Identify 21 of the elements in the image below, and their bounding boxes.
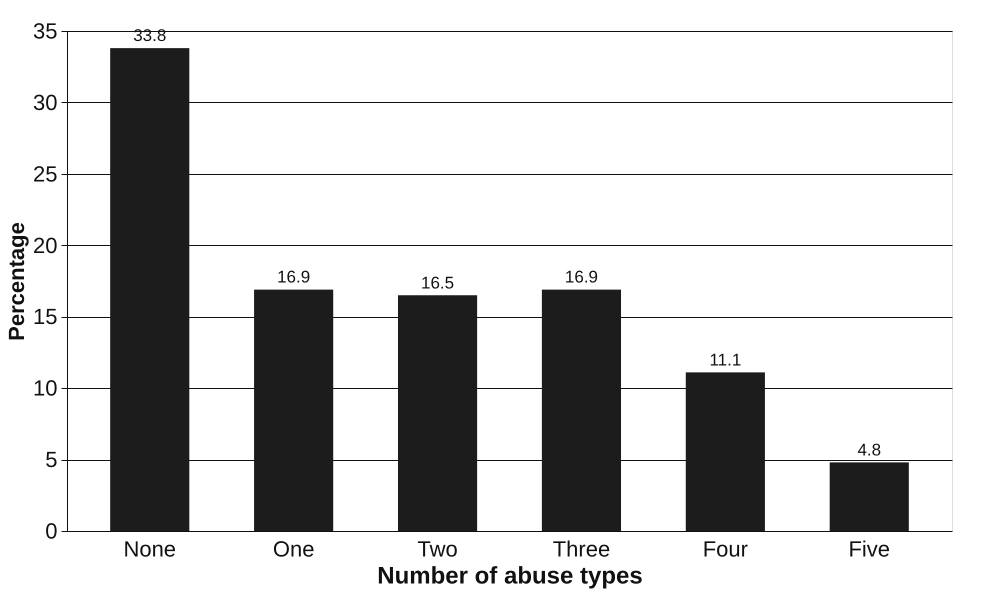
x-tick-label: One bbox=[272, 536, 314, 562]
data-label: 16.9 bbox=[277, 268, 310, 287]
data-label: 16.9 bbox=[564, 268, 598, 287]
x-tick-label: None bbox=[123, 536, 176, 562]
data-label: 4.8 bbox=[857, 440, 882, 460]
y-axis-title: Percentage bbox=[4, 222, 30, 341]
data-label: 11.1 bbox=[709, 350, 742, 370]
x-tick-label: Two bbox=[417, 536, 458, 562]
y-tick-label: 15 bbox=[33, 304, 58, 330]
y-tick-label: 5 bbox=[45, 447, 58, 472]
data-label: 16.5 bbox=[421, 273, 454, 292]
x-axis-title: Number of abuse types bbox=[377, 562, 643, 590]
y-tick-label: 0 bbox=[45, 518, 58, 544]
y-tick-label: 25 bbox=[33, 161, 58, 186]
x-tick-label: Three bbox=[552, 536, 610, 562]
x-tick-label: Five bbox=[848, 536, 890, 562]
y-tick-label: 10 bbox=[33, 376, 58, 401]
y-tick-label: 20 bbox=[33, 232, 58, 258]
y-tick-label: 30 bbox=[33, 90, 58, 115]
x-tick-label: Four bbox=[702, 536, 748, 562]
y-tick-label: 35 bbox=[33, 18, 58, 44]
